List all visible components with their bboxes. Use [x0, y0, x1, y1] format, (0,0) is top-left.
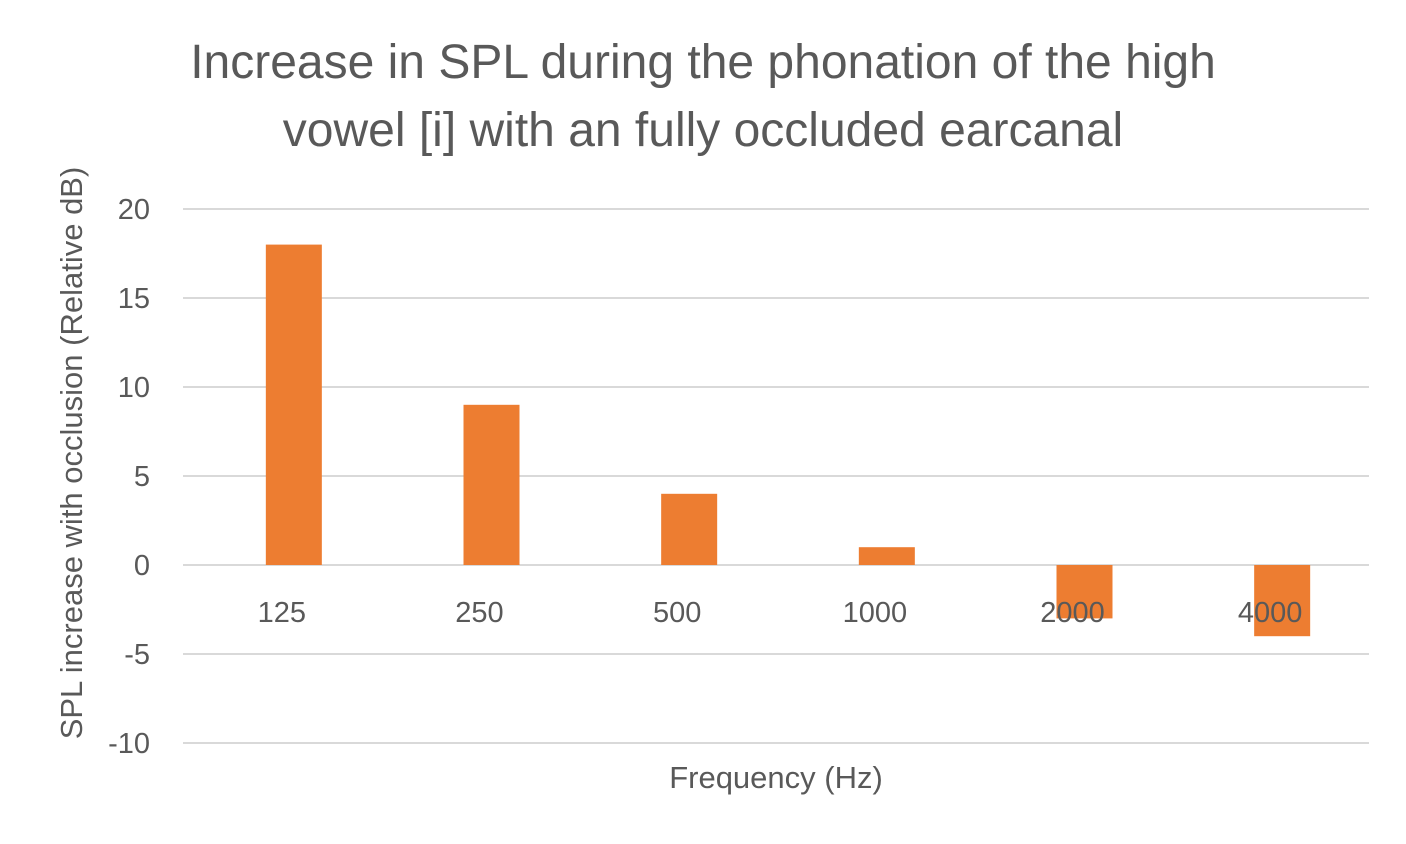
bars — [265, 244, 1311, 637]
bar-4000 — [1254, 565, 1311, 637]
bar-1000 — [858, 547, 915, 565]
x-tick-label-1000: 1000 — [843, 597, 908, 629]
y-tick-label: 5 — [134, 461, 150, 493]
gridlines — [183, 208, 1369, 744]
y-tick-label: 10 — [118, 372, 150, 404]
chart-title-line-2: vowel [i] with an fully occluded earcana… — [283, 104, 1123, 157]
x-tick-label-125: 125 — [258, 597, 306, 629]
x-tick-label-250: 250 — [455, 597, 503, 629]
bar-125 — [265, 244, 322, 565]
x-axis-tick-labels: 125 250 500 1000 2000 4000 — [258, 597, 1303, 629]
x-tick-label-4000: 4000 — [1238, 597, 1303, 629]
bar-500 — [661, 493, 718, 565]
y-tick-label: 20 — [118, 194, 150, 226]
bar-2000 — [1056, 565, 1113, 619]
y-tick-label: 0 — [134, 550, 150, 582]
y-axis-tick-labels: 20 15 10 5 0 -5 -10 — [108, 194, 150, 760]
bar-250 — [463, 404, 520, 565]
x-tick-label-2000: 2000 — [1040, 597, 1105, 629]
y-axis-title: SPL increase with occlusion (Relative dB… — [54, 167, 89, 740]
y-tick-label: -10 — [108, 728, 150, 760]
x-axis-title: Frequency (Hz) — [669, 760, 883, 795]
y-tick-label: 15 — [118, 283, 150, 315]
chart-title-line-1: Increase in SPL during the phonation of … — [190, 36, 1216, 89]
x-tick-label-500: 500 — [653, 597, 701, 629]
y-tick-label: -5 — [124, 639, 150, 671]
